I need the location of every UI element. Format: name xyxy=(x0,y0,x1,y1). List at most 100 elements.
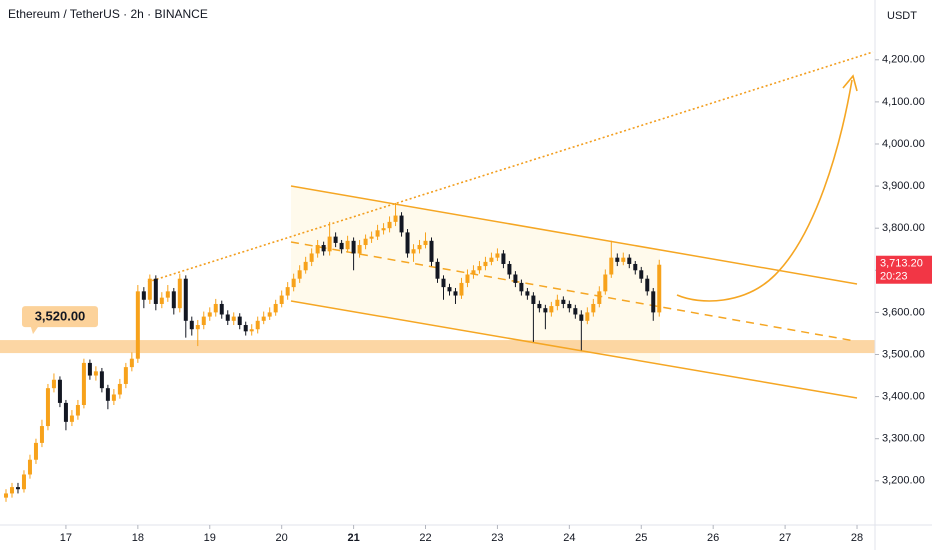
candle-body xyxy=(249,329,254,332)
candle-body xyxy=(21,474,26,490)
candle-body xyxy=(561,299,566,304)
candle-body xyxy=(315,245,320,254)
candle-body xyxy=(63,402,68,422)
y-tick-label: 4,200.00 xyxy=(882,54,925,66)
candle-body xyxy=(267,312,272,317)
candle-body xyxy=(297,270,302,279)
candle-body xyxy=(183,278,188,321)
candle-body xyxy=(135,291,140,359)
candle-body xyxy=(399,215,404,233)
candle-body xyxy=(105,388,110,401)
y-tick-label: 3,200.00 xyxy=(882,475,925,487)
x-tick-label: 20 xyxy=(276,532,288,544)
candle-body xyxy=(123,367,128,384)
support-band xyxy=(0,340,875,354)
candle-body xyxy=(69,415,74,422)
trend-line xyxy=(147,51,874,283)
y-tick-label: 3,900.00 xyxy=(882,180,925,192)
candle-body xyxy=(321,245,326,252)
candle-body xyxy=(195,325,200,330)
support-label: 3,520.00 xyxy=(35,309,86,324)
candle-body xyxy=(33,442,38,460)
candle-body xyxy=(357,245,362,254)
candle-body xyxy=(159,297,164,304)
y-tick-label: 3,400.00 xyxy=(882,390,925,402)
x-tick-label: 22 xyxy=(419,532,431,544)
candle-body xyxy=(15,487,20,490)
candle-body xyxy=(627,257,632,264)
candle-body xyxy=(165,291,170,298)
candle-body xyxy=(429,240,434,262)
candle-body xyxy=(147,278,152,300)
candle-body xyxy=(489,257,494,262)
candle-body xyxy=(585,312,590,321)
candle-body xyxy=(633,263,638,271)
candle-body xyxy=(465,274,470,283)
candle-body xyxy=(99,371,104,389)
candle-body xyxy=(57,379,62,403)
x-tick-label: 25 xyxy=(635,532,647,544)
candle-body xyxy=(81,362,86,406)
candle-body xyxy=(435,261,440,279)
candle-body xyxy=(591,303,596,313)
candle-body xyxy=(615,257,620,262)
candle-body xyxy=(87,362,92,376)
candle-body xyxy=(39,426,44,443)
candle-body xyxy=(177,278,182,309)
channel-upper xyxy=(290,185,858,285)
candle-body xyxy=(231,316,236,321)
candle-body xyxy=(303,261,308,271)
candle-body xyxy=(519,282,524,292)
support-label-box xyxy=(22,306,98,328)
candle-body xyxy=(387,221,392,229)
candle-body xyxy=(255,320,260,330)
x-tick-label: 24 xyxy=(563,532,575,544)
candle-body xyxy=(27,459,32,475)
candle-body xyxy=(213,303,218,313)
candle-body xyxy=(369,236,374,239)
candle-body xyxy=(603,274,608,292)
chart-title: Ethereum / TetherUS · 2h · BINANCE xyxy=(8,7,208,21)
candle-body xyxy=(567,303,572,309)
candle-body xyxy=(219,303,224,315)
arrow-head xyxy=(842,74,858,92)
candle-body xyxy=(645,278,650,292)
candle-body xyxy=(129,358,134,368)
candle-body xyxy=(441,278,446,288)
candle-body xyxy=(45,388,50,427)
candle-body xyxy=(495,253,500,258)
candle-body xyxy=(237,316,242,326)
candle-body xyxy=(327,236,332,252)
candle-body xyxy=(531,295,536,304)
candle-body xyxy=(3,493,8,498)
candle-body xyxy=(291,278,296,288)
candle-body xyxy=(597,291,602,304)
candle-body xyxy=(573,308,578,315)
candle-body xyxy=(309,253,314,262)
x-tick-label: 17 xyxy=(60,532,72,544)
x-tick-label: 21 xyxy=(347,532,359,544)
candle-body xyxy=(153,278,158,304)
channel-mid xyxy=(290,241,856,342)
candle-body xyxy=(621,257,626,262)
candle-body xyxy=(333,236,338,243)
candle-body xyxy=(513,274,518,283)
candles xyxy=(3,202,662,502)
currency: USDT xyxy=(887,10,917,22)
candle-body xyxy=(117,383,122,395)
candle-body xyxy=(543,308,548,313)
candle-body xyxy=(477,266,482,271)
candle-body xyxy=(273,303,278,313)
candle-body xyxy=(549,306,554,313)
candle-body xyxy=(261,316,266,321)
candle-body xyxy=(381,228,386,231)
y-tick-label: 4,100.00 xyxy=(882,96,925,108)
candle-body xyxy=(405,232,410,254)
candle-body xyxy=(501,253,506,264)
candle-body xyxy=(285,287,290,296)
candle-body xyxy=(471,270,476,275)
candle-body xyxy=(189,320,194,330)
candle-body xyxy=(201,316,206,326)
x-tick-label: 28 xyxy=(851,532,863,544)
